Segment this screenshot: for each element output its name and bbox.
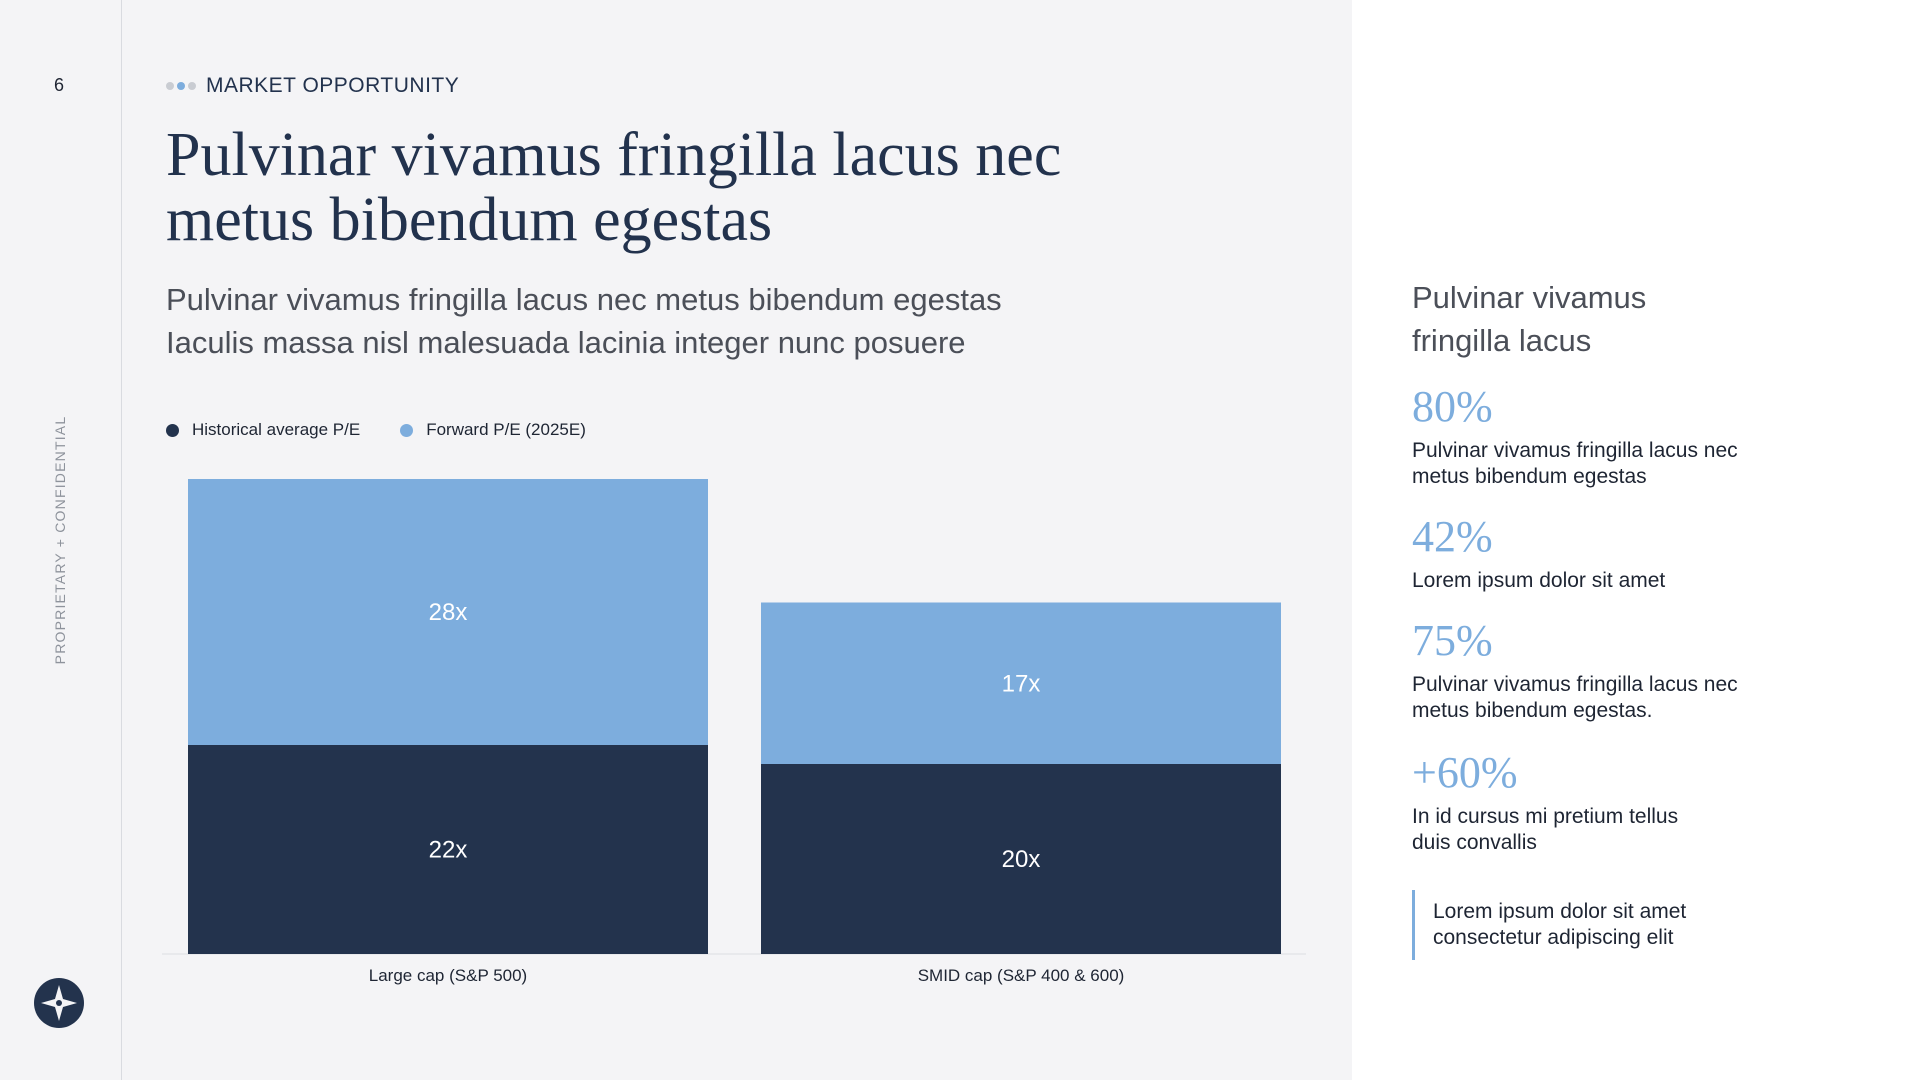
bar-data-label: 28x — [429, 599, 468, 626]
left-rail: 6 PROPRIETARY + CONFIDENTIAL — [0, 0, 122, 1080]
bar-data-label: 20x — [1002, 846, 1041, 873]
progress-dot — [188, 82, 196, 90]
stat-value: 75% — [1412, 616, 1493, 665]
compass-star-logo-icon — [34, 978, 84, 1028]
title-line: metus bibendum egestas — [166, 186, 773, 254]
main-content: MARKET OPPORTUNITY Pulvinar vivamus frin… — [121, 0, 1352, 1080]
legend-label: Historical average P/E — [192, 420, 361, 439]
bar-segment — [761, 764, 1281, 954]
title-line: Pulvinar vivamus fringilla lacus nec — [166, 121, 1062, 189]
subtitle-line: Pulvinar vivamus fringilla lacus nec met… — [166, 282, 1002, 317]
stat-value: 80% — [1412, 382, 1493, 431]
stat-text-line: duis convallis — [1412, 831, 1537, 854]
sidebar-heading: Pulvinar vivamus fringilla lacus — [1412, 276, 1762, 362]
stat-text-line: In id cursus mi pretium tellus — [1412, 805, 1679, 828]
bar-data-label: 17x — [1002, 670, 1041, 697]
legend-swatch-historical — [166, 423, 179, 437]
callout-quote: Lorem ipsum dolor sit amet consectetur a… — [1412, 890, 1813, 960]
stats-sidebar: Pulvinar vivamus fringilla lacus 80% Pul… — [1352, 0, 1920, 1080]
page-subtitle: Pulvinar vivamus fringilla lacus nec met… — [166, 278, 1216, 364]
sidebar-heading-line: fringilla lacus — [1412, 323, 1592, 358]
quote-line: Lorem ipsum dolor sit amet — [1433, 900, 1687, 923]
stat-text-line: Lorem ipsum dolor sit amet — [1412, 569, 1666, 592]
bar-data-label: 22x — [429, 837, 468, 864]
progress-dot-active — [177, 82, 185, 90]
legend-swatch-forward — [400, 423, 414, 437]
eyebrow-label: MARKET OPPORTUNITY — [206, 74, 460, 97]
quote-line: consectetur adipiscing elit — [1433, 926, 1674, 949]
stacked-bar-chart: 22x 28x Large cap (S&P 500) 20x 17x SMID cap … — [162, 479, 1306, 985]
stat-block: 75% Pulvinar vivamus fringilla lacus nec… — [1412, 618, 1832, 724]
stat-text: Pulvinar vivamus fringilla lacus nec met… — [1412, 672, 1832, 724]
stat-text-line: Pulvinar vivamus fringilla lacus nec — [1412, 439, 1738, 462]
page-number: 6 — [54, 75, 65, 95]
confidential-label: PROPRIETARY + CONFIDENTIAL — [52, 415, 68, 665]
stat-block: 42% Lorem ipsum dolor sit amet — [1412, 514, 1832, 594]
page-title: Pulvinar vivamus fringilla lacus nec met… — [166, 123, 1266, 253]
stat-text-line: metus bibendum egestas. — [1412, 699, 1653, 722]
bar-segment — [761, 602, 1281, 764]
stat-text-line: metus bibendum egestas — [1412, 465, 1647, 488]
stat-text: In id cursus mi pretium tellus duis conv… — [1412, 804, 1832, 856]
progress-dot — [166, 82, 174, 90]
progress-dots — [166, 82, 196, 90]
legend-item-historical: Historical average P/E — [166, 420, 360, 440]
subtitle-line: Iaculis massa nisl malesuada lacinia int… — [166, 325, 966, 360]
stat-block: +60% In id cursus mi pretium tellus duis… — [1412, 750, 1832, 856]
section-eyebrow: MARKET OPPORTUNITY — [166, 74, 459, 98]
chart-legend: Historical average P/E Forward P/E (2025… — [166, 420, 586, 440]
stat-block: 80% Pulvinar vivamus fringilla lacus nec… — [1412, 384, 1832, 490]
legend-item-forward: Forward P/E (2025E) — [400, 420, 586, 440]
stat-text: Lorem ipsum dolor sit amet — [1412, 568, 1832, 594]
bar-segment — [188, 745, 708, 954]
sidebar-heading-line: Pulvinar vivamus — [1412, 280, 1647, 315]
category-label: SMID cap (S&P 400 & 600) — [918, 966, 1125, 985]
stat-text-line: Pulvinar vivamus fringilla lacus nec — [1412, 673, 1738, 696]
stat-text: Pulvinar vivamus fringilla lacus nec met… — [1412, 438, 1832, 490]
stat-value: 42% — [1412, 512, 1493, 561]
stat-value: +60% — [1412, 748, 1518, 797]
bar-segment — [188, 479, 708, 745]
category-label: Large cap (S&P 500) — [369, 966, 527, 985]
legend-label: Forward P/E (2025E) — [426, 420, 586, 439]
